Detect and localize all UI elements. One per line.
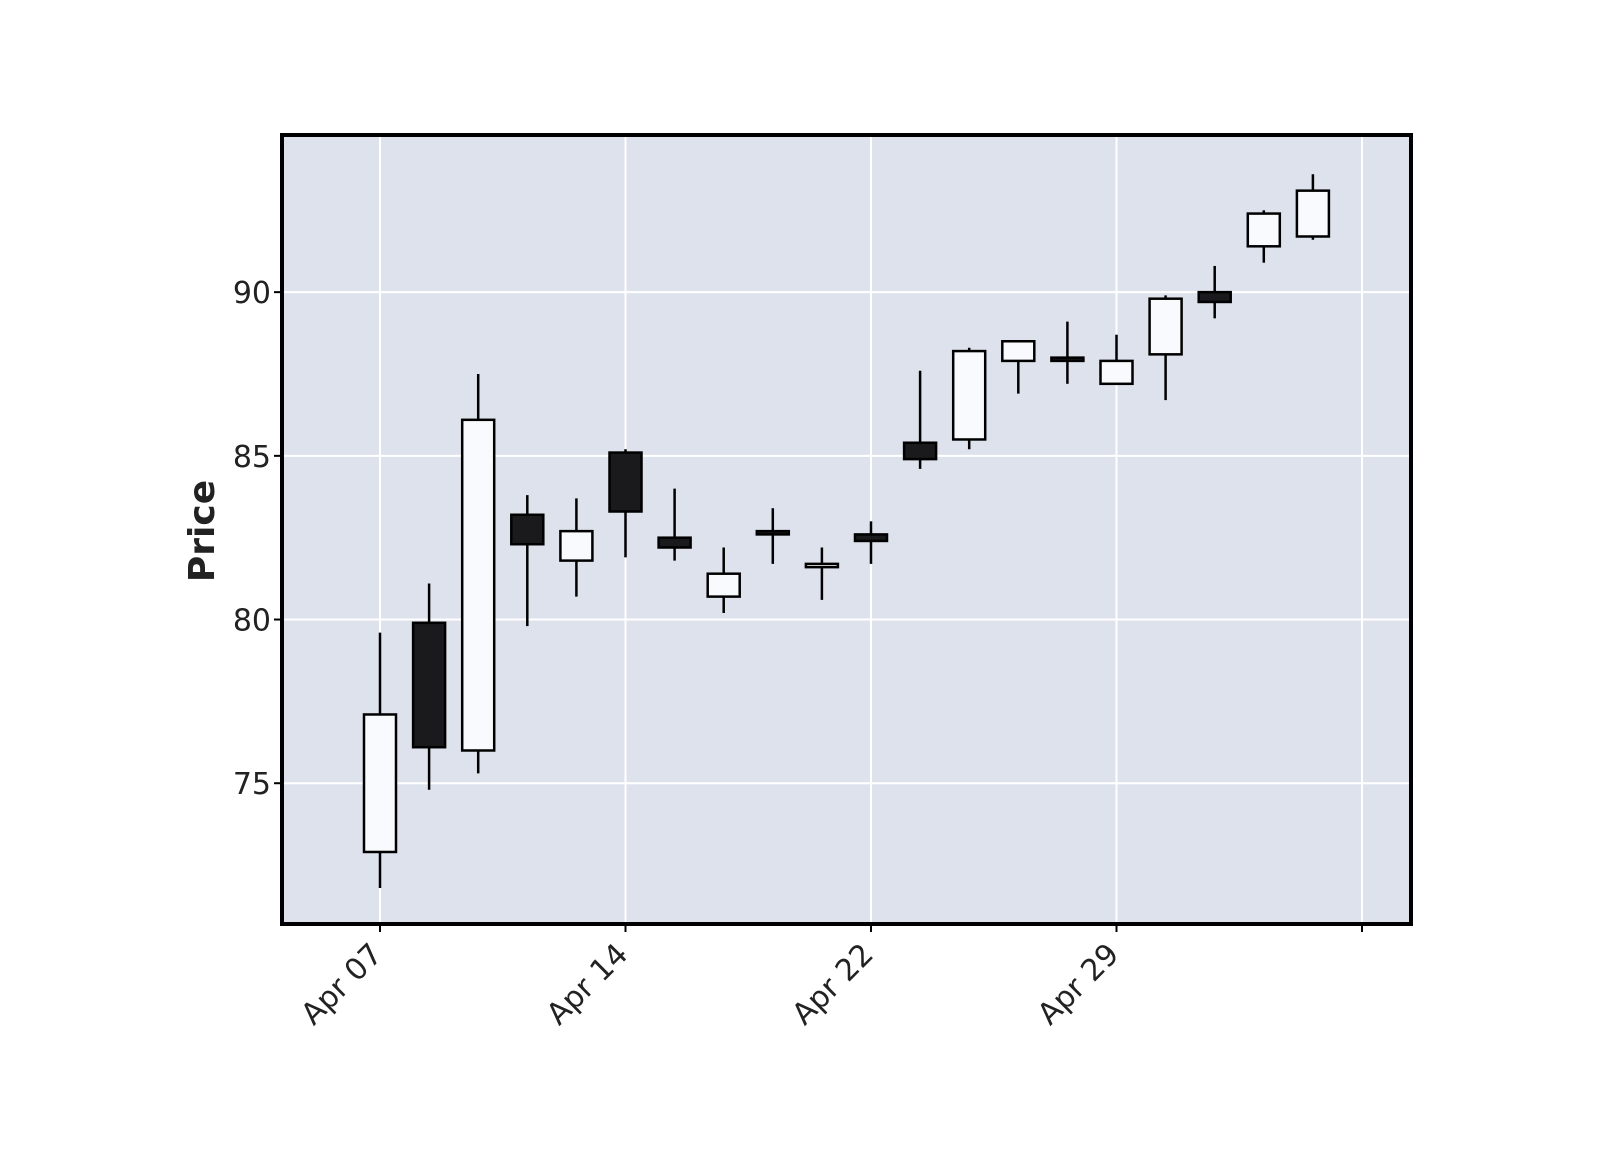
x-tick-label: Apr 14	[540, 937, 635, 1032]
candle-body-down	[853, 533, 889, 543]
x-axis-ticks: Apr 07 Apr 14 Apr 22 Apr 29	[294, 924, 1363, 1032]
candle	[1099, 334, 1134, 386]
candle-body-down	[902, 441, 938, 461]
candle-body-up	[559, 529, 594, 562]
candle	[755, 508, 791, 564]
y-tick-label: 80	[233, 604, 271, 639]
candle	[1148, 295, 1183, 401]
candle	[657, 488, 692, 561]
candle	[1050, 321, 1085, 384]
y-axis-ticks: 75 80 85 90	[233, 276, 282, 802]
x-tick-label: Apr 22	[785, 937, 880, 1032]
y-tick-label: 90	[233, 276, 271, 311]
candle-body-up	[1246, 212, 1282, 248]
x-tick-label: Apr 07	[294, 937, 389, 1032]
candle	[804, 547, 840, 600]
candle-body-up	[951, 349, 987, 441]
candles	[362, 174, 1331, 888]
candle	[362, 632, 398, 888]
candle-body-down	[411, 621, 447, 749]
candle-body-up	[460, 418, 496, 752]
candle-body-up	[804, 562, 840, 569]
plot-frame	[280, 133, 1413, 926]
candle-body-down	[510, 513, 545, 546]
candle	[510, 495, 545, 627]
candle-body-up	[362, 713, 398, 854]
x-tick-label: Apr 29	[1031, 937, 1126, 1032]
candle-body-up	[1001, 340, 1036, 363]
plot-background	[282, 135, 1411, 924]
candle	[1001, 340, 1036, 394]
candle-body-down	[1197, 290, 1232, 304]
candle-body-down	[657, 536, 692, 549]
candle-body-up	[706, 572, 741, 598]
candle-body-down	[1050, 356, 1085, 363]
candle	[951, 347, 987, 450]
candle	[411, 583, 447, 790]
candle	[902, 370, 938, 469]
candle-body-up	[1148, 297, 1183, 356]
candle-body-up	[1099, 359, 1134, 386]
candle-body-down	[755, 529, 791, 536]
candle	[1197, 265, 1232, 319]
candle	[1246, 210, 1282, 263]
candle	[559, 498, 594, 597]
candle	[460, 373, 496, 774]
y-tick-label: 75	[233, 767, 271, 802]
candle	[1295, 174, 1331, 240]
candle-body-down	[608, 451, 643, 513]
y-tick-label: 85	[233, 440, 271, 475]
candle	[608, 449, 643, 558]
candle-body-up	[1295, 189, 1331, 238]
candle	[706, 547, 741, 613]
candle	[853, 521, 889, 564]
y-axis-title: Price	[182, 480, 223, 582]
